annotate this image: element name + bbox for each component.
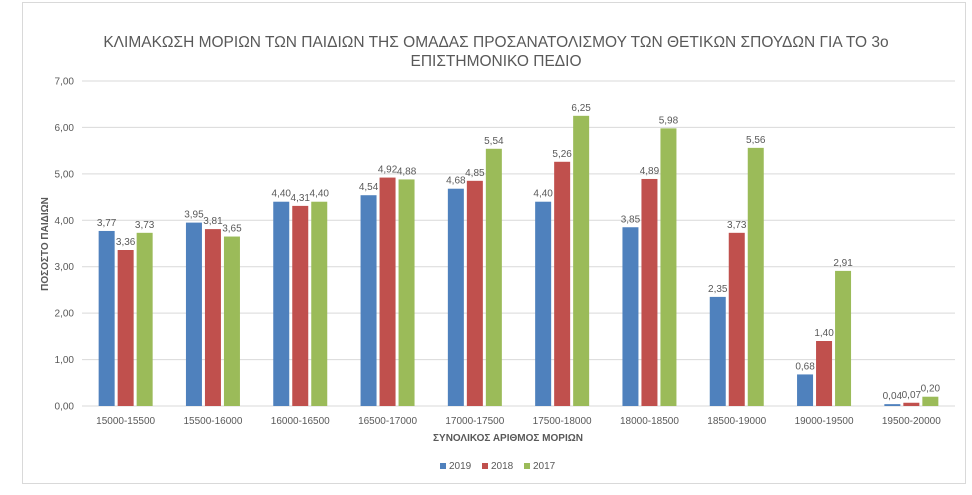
y-tick-label: 3,00 bbox=[55, 262, 75, 273]
bar-2017 bbox=[311, 201, 328, 406]
x-tick-label: 16000-16500 bbox=[271, 416, 330, 427]
bar-2018 bbox=[641, 178, 658, 406]
bar-2019 bbox=[797, 374, 814, 406]
x-tick-label: 19500-20000 bbox=[882, 416, 941, 427]
data-label: 4,88 bbox=[397, 166, 417, 177]
bar-2017 bbox=[136, 232, 153, 406]
x-tick-label: 17000-17500 bbox=[445, 416, 504, 427]
bar-2018 bbox=[117, 250, 134, 406]
data-label: 0,07 bbox=[902, 390, 922, 401]
data-label: 3,73 bbox=[135, 220, 155, 231]
y-tick-label: 5,00 bbox=[55, 169, 75, 180]
y-tick-label: 0,00 bbox=[55, 402, 75, 413]
data-label: 3,65 bbox=[222, 224, 242, 235]
bar-2019 bbox=[535, 201, 552, 406]
data-label: 4,54 bbox=[359, 182, 379, 193]
data-label: 3,81 bbox=[203, 216, 223, 227]
bar-2019 bbox=[709, 296, 726, 406]
data-label: 0,20 bbox=[921, 384, 941, 395]
bar-2018 bbox=[466, 180, 483, 406]
legend-label-2019: 2019 bbox=[449, 461, 472, 472]
data-label: 5,98 bbox=[659, 115, 679, 126]
legend-swatch-2018 bbox=[482, 463, 488, 469]
data-label: 5,54 bbox=[484, 136, 504, 147]
legend-label-2017: 2017 bbox=[533, 461, 556, 472]
bar-2018 bbox=[728, 232, 745, 406]
data-label: 4,40 bbox=[310, 189, 330, 200]
bar-2017 bbox=[835, 270, 852, 406]
bar-2019 bbox=[98, 230, 115, 406]
data-label: 0,68 bbox=[795, 361, 815, 372]
x-tick-label: 17500-18000 bbox=[533, 416, 592, 427]
bar-2019 bbox=[360, 195, 377, 406]
y-tick-label: 7,00 bbox=[55, 77, 75, 88]
x-tick-label: 16500-17000 bbox=[358, 416, 417, 427]
data-label: 3,73 bbox=[727, 220, 747, 231]
data-label: 3,77 bbox=[97, 218, 117, 229]
data-label: 5,56 bbox=[746, 135, 766, 146]
data-label: 5,26 bbox=[552, 149, 572, 160]
legend-swatch-2019 bbox=[440, 463, 446, 469]
x-tick-label: 15000-15500 bbox=[96, 416, 155, 427]
chart-frame bbox=[22, 2, 966, 484]
bar-2019 bbox=[185, 222, 202, 406]
data-label: 4,92 bbox=[378, 165, 398, 176]
y-tick-label: 1,00 bbox=[55, 355, 75, 366]
data-label: 6,25 bbox=[571, 103, 591, 114]
data-label: 2,35 bbox=[708, 284, 728, 295]
bar-2018 bbox=[379, 177, 396, 406]
bar-2018 bbox=[554, 161, 571, 406]
data-label: 3,95 bbox=[184, 210, 204, 221]
data-label: 4,68 bbox=[446, 176, 466, 187]
data-label: 4,31 bbox=[291, 193, 311, 204]
bar-2018 bbox=[292, 205, 309, 406]
legend-label-2018: 2018 bbox=[491, 461, 514, 472]
y-axis-title: ΠΟΣΟΣΤΟ ΠΑΙΔΙΩΝ bbox=[40, 197, 51, 291]
bar-2018 bbox=[903, 402, 920, 406]
bar-2017 bbox=[573, 115, 590, 407]
bar-2018 bbox=[204, 229, 221, 406]
bar-2017 bbox=[485, 148, 502, 407]
bar-2017 bbox=[747, 147, 764, 406]
bar-2017 bbox=[398, 179, 415, 406]
bar-2019 bbox=[622, 227, 639, 406]
data-label: 2,91 bbox=[833, 258, 853, 269]
data-label: 4,40 bbox=[533, 189, 553, 200]
data-label: 3,85 bbox=[621, 214, 641, 225]
data-label: 1,40 bbox=[814, 328, 834, 339]
bar-2019 bbox=[273, 201, 290, 406]
x-tick-label: 19000-19500 bbox=[795, 416, 854, 427]
data-label: 4,85 bbox=[465, 168, 485, 179]
x-tick-label: 15500-16000 bbox=[183, 416, 242, 427]
bar-2019 bbox=[447, 188, 464, 406]
bar-2019 bbox=[884, 404, 901, 406]
data-label: 4,89 bbox=[640, 166, 660, 177]
y-tick-label: 2,00 bbox=[55, 309, 75, 320]
x-tick-label: 18000-18500 bbox=[620, 416, 679, 427]
bar-2018 bbox=[816, 341, 833, 406]
data-label: 4,40 bbox=[272, 189, 292, 200]
x-tick-label: 18500-19000 bbox=[707, 416, 766, 427]
legend-swatch-2017 bbox=[524, 463, 530, 469]
bar-2017 bbox=[223, 236, 240, 406]
chart-title-line-1: ΚΛΙΜΑΚΩΣΗ ΜΟΡΙΩΝ ΤΩΝ ΠΑΙΔΙΩΝ ΤΗΣ ΟΜΑΔΑΣ … bbox=[103, 34, 888, 51]
x-axis-title: ΣΥΝΟΛΙΚΟΣ ΑΡΙΘΜΟΣ ΜΟΡΙΩΝ bbox=[433, 433, 583, 444]
bar-2017 bbox=[922, 396, 939, 406]
data-label: 0,04 bbox=[883, 391, 903, 402]
data-label: 3,36 bbox=[116, 237, 136, 248]
y-tick-label: 6,00 bbox=[55, 123, 75, 134]
y-tick-label: 4,00 bbox=[55, 216, 75, 227]
chart-title-line-2: ΕΠΙΣΤΗΜΟΝΙΚΟ ΠΕΔΙΟ bbox=[410, 53, 581, 70]
bar-2017 bbox=[660, 128, 677, 406]
